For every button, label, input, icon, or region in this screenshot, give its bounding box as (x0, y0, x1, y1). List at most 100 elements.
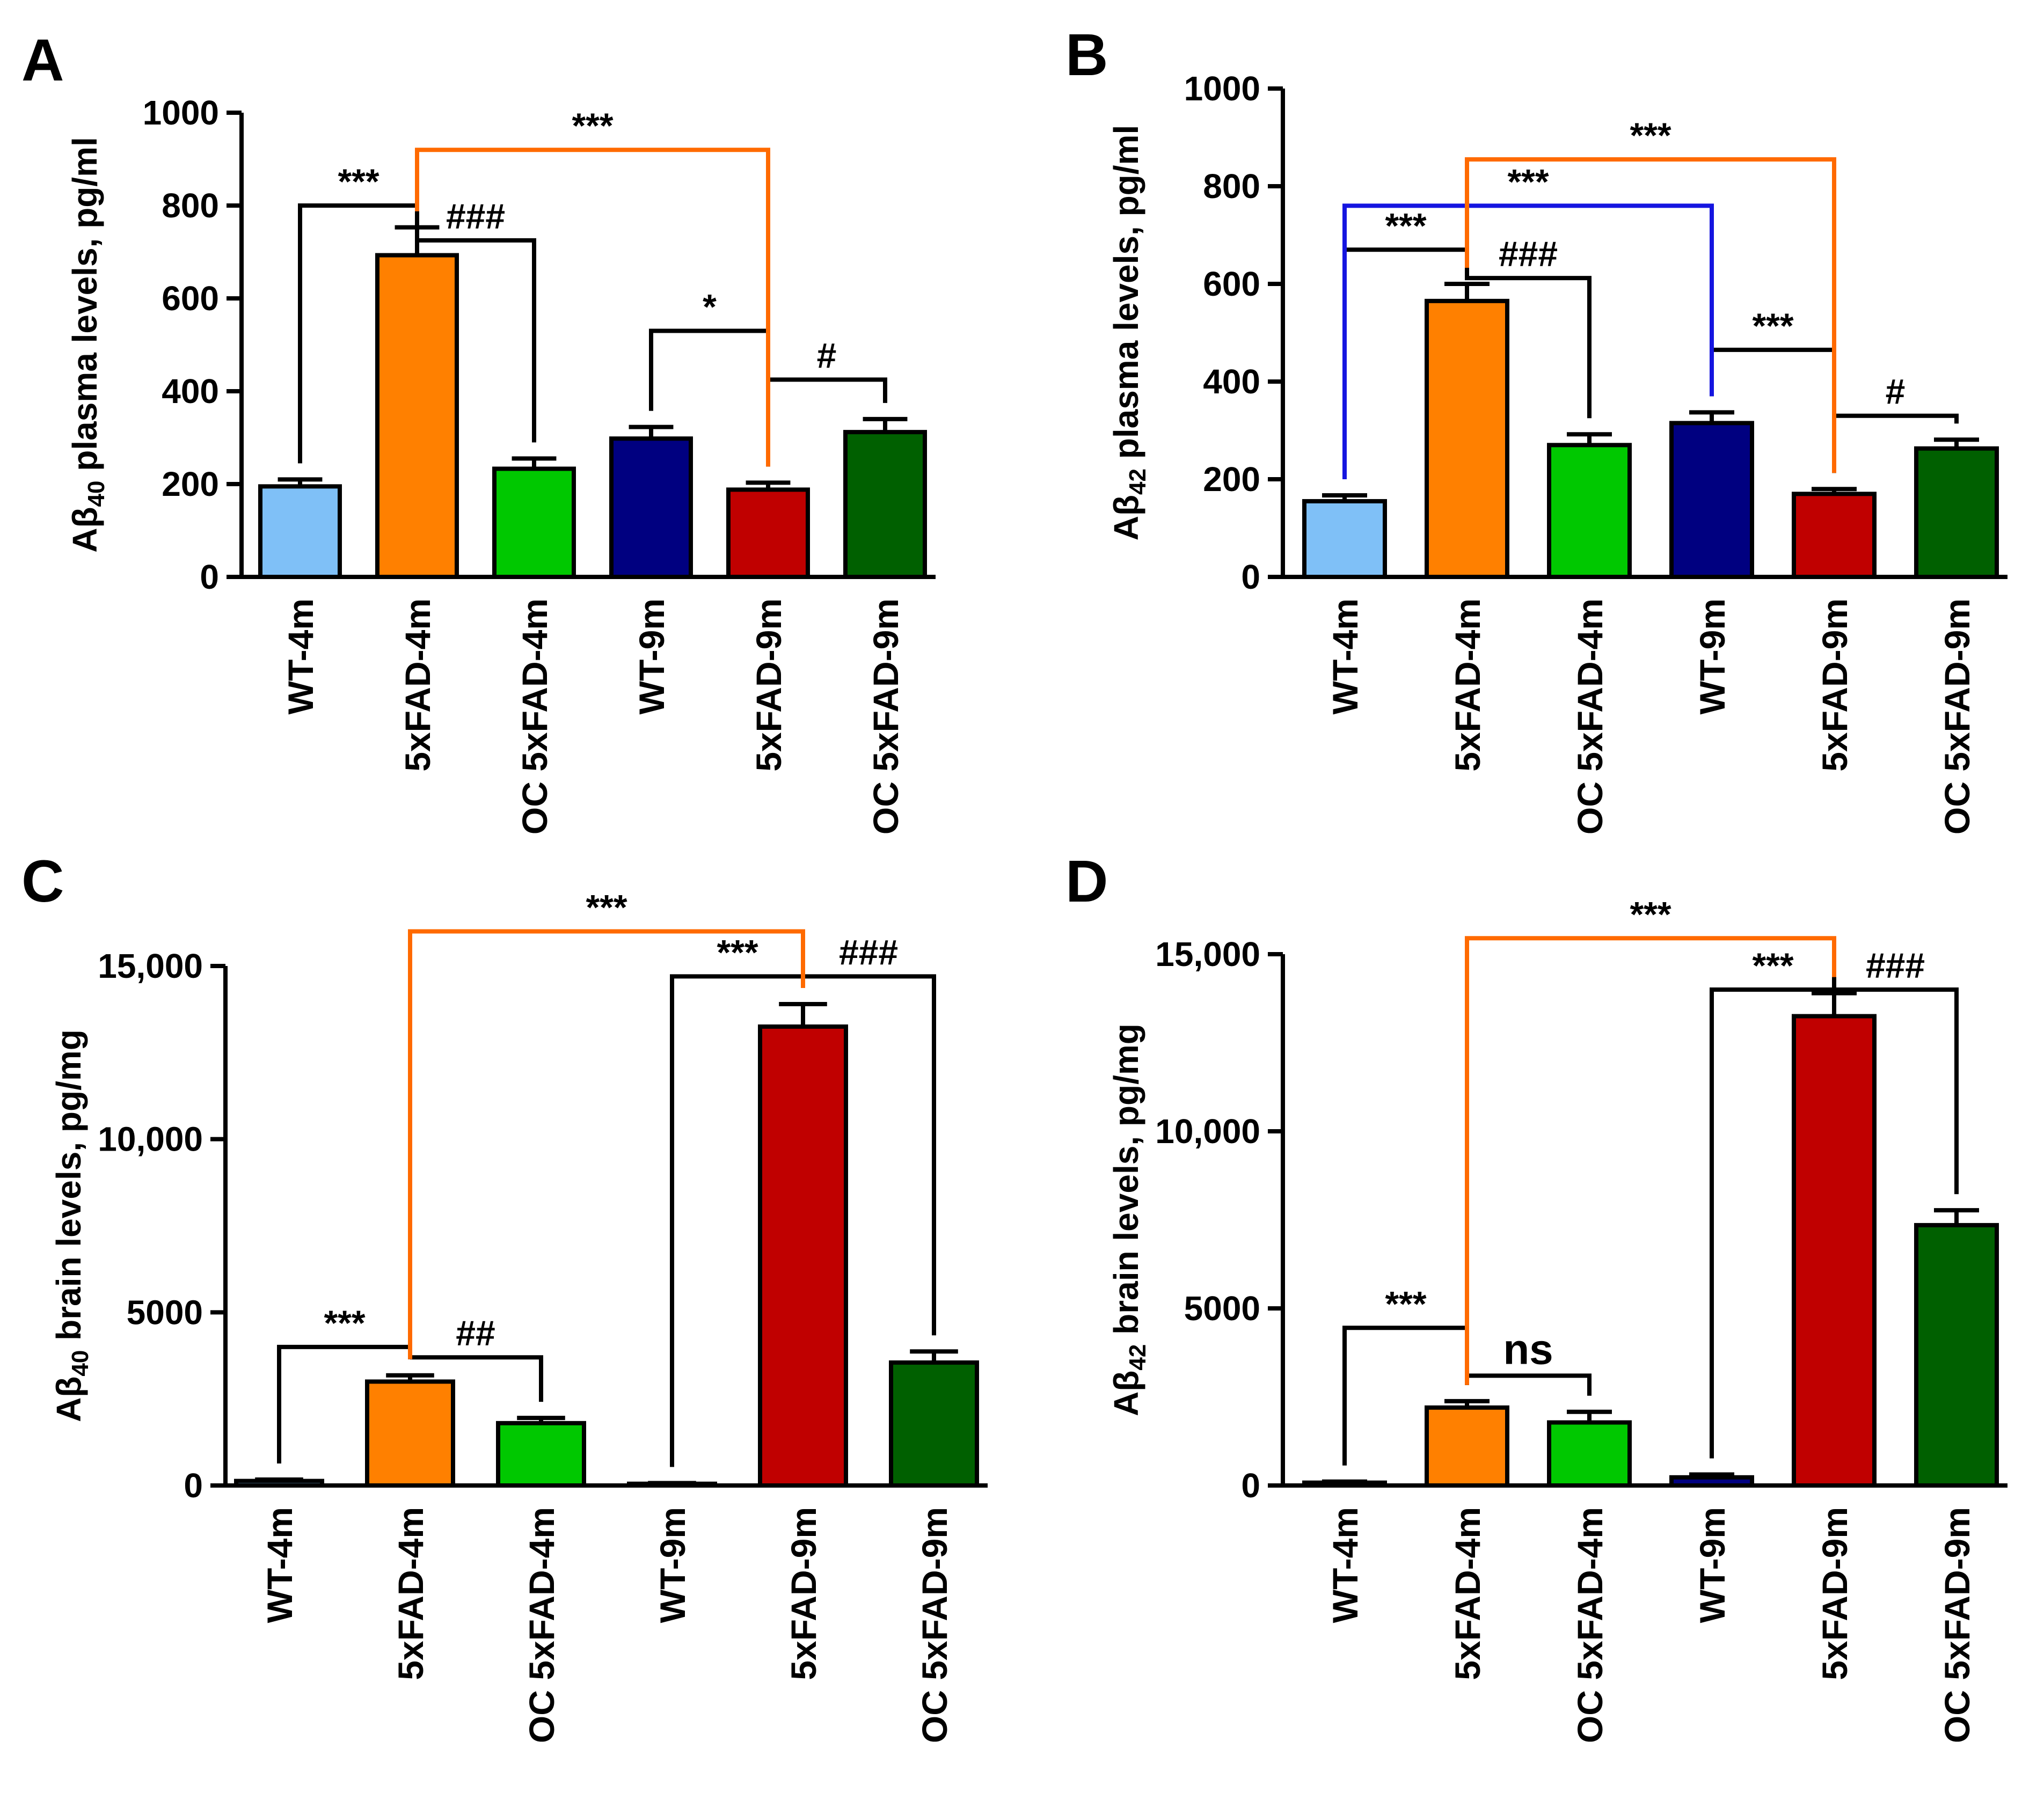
x-tick-label: WT-4m (260, 1507, 300, 1623)
significance-bracket (1465, 936, 1836, 1385)
panel-letter: C (21, 848, 64, 914)
bar (726, 487, 810, 579)
x-tick-label: OC 5xFAD-9m (1937, 1507, 1977, 1743)
y-tick-label: 1000 (143, 93, 219, 132)
significance-label: *** (338, 162, 379, 201)
y-tick-label: 5000 (1184, 1289, 1260, 1328)
significance-label: * (703, 287, 717, 327)
y-axis-title-subscript: 42 (1125, 469, 1151, 495)
significance-label: *** (1630, 894, 1671, 934)
significance-bracket (415, 148, 770, 467)
y-tick-label: 15,000 (1155, 935, 1260, 974)
bar (627, 1481, 717, 1488)
y-tick-label: 600 (162, 279, 219, 318)
x-tick-label: WT-4m (1325, 598, 1365, 714)
y-axis-title-subscript: 42 (1125, 1344, 1151, 1371)
y-axis-title-rest: brain levels, pg/mg (49, 1029, 88, 1350)
panel-c: C 0 5000 10,000 15,000 Aβ40 brain levels, pg/… (21, 848, 988, 1743)
panel-letter: D (1065, 848, 1108, 914)
y-axis-title-subscript: 40 (83, 481, 110, 507)
y-tick-label: 400 (162, 372, 219, 411)
bar (496, 1421, 586, 1488)
significance-label: *** (1385, 206, 1426, 245)
x-tick-label: OC 5xFAD-9m (866, 598, 906, 835)
significance-label: *** (1752, 306, 1793, 346)
x-tick-label: 5xFAD-9m (1815, 1507, 1855, 1680)
bar (1547, 443, 1632, 579)
bar (258, 484, 342, 580)
bar (1302, 1480, 1387, 1488)
significance-bracket (408, 929, 805, 1359)
y-tick-label: 15,000 (98, 947, 203, 985)
bar (1914, 446, 1999, 579)
y-axis-title: Aβ42 brain levels, pg/mg (1107, 1023, 1151, 1416)
bar (234, 1479, 324, 1488)
significance-label: *** (1385, 1284, 1426, 1323)
significance-label: *** (586, 887, 627, 927)
bar (889, 1360, 979, 1488)
x-tick-label: OC 5xFAD-9m (1937, 598, 1977, 835)
y-axis-title: Aβ40 brain levels, pg/mg (49, 1029, 93, 1422)
panel-b: B 0 200 400 600 800 1000 Aβ42 plasma levels, pg… (1065, 22, 2008, 835)
bar (609, 436, 693, 579)
y-axis-title-subscript: 40 (67, 1350, 93, 1377)
bar (365, 1379, 455, 1488)
bar (1914, 1223, 1999, 1488)
x-tick-label: WT-9m (1692, 598, 1732, 714)
y-axis-title: Aβ42 plasma levels, pg/ml (1107, 125, 1151, 541)
x-tick-label: 5xFAD-4m (1448, 598, 1487, 772)
y-tick-label: 1000 (1184, 69, 1260, 108)
x-tick-label: OC 5xFAD-4m (515, 598, 554, 835)
y-axis-title-main: Aβ (65, 507, 104, 552)
significance-label: *** (572, 106, 613, 145)
y-axis-title-main: Aβ (1107, 495, 1145, 540)
y-tick-label: 5000 (127, 1293, 203, 1331)
bar (1792, 492, 1877, 579)
significance-label: *** (1630, 115, 1671, 155)
bar (1547, 1420, 1632, 1488)
significance-bracket (1342, 203, 1714, 480)
bar (1302, 499, 1387, 580)
bar (1669, 1475, 1754, 1488)
significance-bracket (415, 211, 536, 443)
x-tick-label: 5xFAD-9m (784, 1507, 823, 1680)
significance-bracket (1465, 1373, 1592, 1396)
significance-label: *** (1507, 162, 1549, 201)
x-tick-label: 5xFAD-9m (1815, 598, 1855, 772)
significance-bracket (1832, 977, 1959, 1195)
significance-label: ### (1499, 234, 1558, 274)
x-tick-label: WT-4m (281, 598, 320, 714)
significance-label: ### (446, 196, 505, 236)
significance-bracket (1465, 268, 1592, 419)
y-axis-title-main: Aβ (1107, 1371, 1145, 1416)
y-axis-title-rest: plasma levels, pg/ml (65, 137, 104, 480)
panel-letter: B (1065, 22, 1108, 88)
significance-label: ### (839, 932, 898, 972)
bar (1792, 1014, 1877, 1488)
y-axis-title-rest: plasma levels, pg/ml (1107, 125, 1145, 469)
bar (843, 430, 927, 579)
bar (375, 253, 459, 579)
bar (758, 1024, 848, 1488)
x-tick-label: OC 5xFAD-4m (1570, 598, 1610, 835)
bar (492, 466, 576, 580)
x-tick-label: WT-9m (632, 598, 671, 714)
y-tick-label: 200 (1203, 460, 1260, 499)
y-axis-title-main: Aβ (49, 1377, 88, 1422)
y-tick-label: 400 (1203, 362, 1260, 401)
y-tick-label: 600 (1203, 265, 1260, 303)
y-tick-label: 0 (200, 558, 219, 596)
significance-bracket (1465, 157, 1836, 473)
bar (1425, 298, 1509, 579)
y-tick-label: 0 (1241, 558, 1260, 596)
significance-label: ns (1503, 1325, 1553, 1373)
x-tick-label: 5xFAD-4m (1448, 1507, 1487, 1680)
significance-label: # (1886, 372, 1906, 412)
panel-a: A 0 200 400 600 800 1000 Aβ40 plasma levels, pg… (21, 27, 936, 835)
bar (1669, 421, 1754, 579)
x-tick-label: WT-9m (1692, 1507, 1732, 1623)
significance-label: *** (717, 932, 758, 972)
significance-label: ### (1866, 946, 1925, 985)
x-tick-label: OC 5xFAD-4m (1570, 1507, 1610, 1743)
y-tick-label: 800 (1203, 167, 1260, 206)
